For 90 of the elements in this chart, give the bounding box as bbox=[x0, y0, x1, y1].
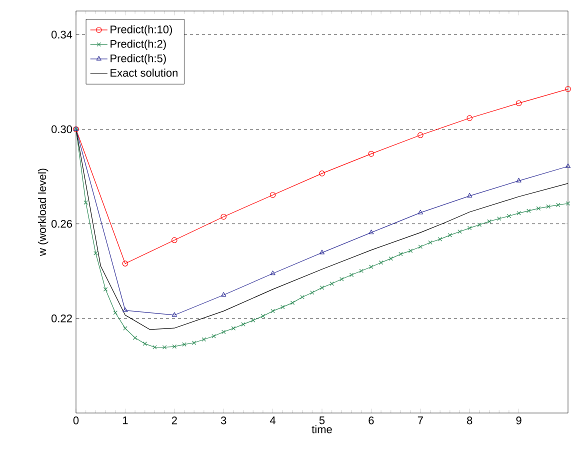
point bbox=[438, 237, 442, 242]
point bbox=[467, 193, 472, 198]
point bbox=[506, 214, 512, 218]
point bbox=[142, 342, 148, 346]
point bbox=[359, 268, 364, 274]
x-tick-label: 4 bbox=[270, 416, 276, 424]
point bbox=[458, 229, 462, 234]
point bbox=[566, 201, 570, 206]
point bbox=[152, 345, 157, 350]
point bbox=[398, 252, 403, 256]
x-tick-label: 8 bbox=[467, 416, 472, 424]
y-tick-label: 0.22 bbox=[51, 314, 72, 322]
point bbox=[368, 230, 374, 234]
x-tick-label: 7 bbox=[418, 416, 423, 424]
legend-label: Exact solution bbox=[110, 68, 178, 77]
x-tick-label: 6 bbox=[368, 416, 374, 424]
point bbox=[132, 336, 138, 340]
point bbox=[369, 264, 374, 269]
point bbox=[418, 132, 424, 138]
point bbox=[466, 115, 473, 122]
point bbox=[260, 314, 266, 318]
point bbox=[241, 322, 246, 326]
point bbox=[300, 294, 304, 300]
point bbox=[122, 307, 128, 312]
point bbox=[122, 260, 128, 266]
point bbox=[172, 312, 177, 317]
point bbox=[123, 326, 128, 330]
point bbox=[103, 287, 108, 292]
point bbox=[340, 277, 344, 282]
point bbox=[516, 178, 522, 182]
point bbox=[182, 342, 186, 347]
point bbox=[221, 330, 226, 334]
point bbox=[448, 233, 452, 238]
point bbox=[368, 150, 374, 157]
point bbox=[172, 344, 177, 349]
point bbox=[250, 318, 256, 322]
point bbox=[280, 304, 285, 310]
point bbox=[320, 286, 324, 290]
point bbox=[496, 216, 502, 221]
point bbox=[349, 272, 354, 278]
point bbox=[220, 214, 226, 220]
point bbox=[84, 200, 88, 205]
point bbox=[221, 292, 226, 297]
point bbox=[319, 170, 325, 176]
point bbox=[565, 163, 571, 168]
legend-label: Predict(h:2) bbox=[110, 40, 166, 50]
point bbox=[202, 337, 206, 342]
x-tick-label: 3 bbox=[220, 416, 226, 424]
point bbox=[536, 206, 541, 211]
point bbox=[94, 251, 98, 256]
point bbox=[290, 300, 295, 305]
y-tick-label: 0.34 bbox=[51, 30, 72, 39]
point bbox=[408, 248, 413, 253]
point bbox=[310, 290, 314, 295]
point bbox=[378, 260, 384, 265]
point bbox=[487, 219, 492, 224]
point bbox=[172, 237, 178, 244]
y-tick-label: 0.30 bbox=[51, 125, 72, 134]
point bbox=[319, 250, 325, 254]
point bbox=[192, 340, 196, 345]
point bbox=[270, 308, 275, 314]
point bbox=[428, 240, 432, 245]
point bbox=[546, 204, 550, 209]
point bbox=[388, 256, 394, 261]
point bbox=[516, 211, 521, 216]
point bbox=[270, 270, 276, 276]
point bbox=[516, 100, 522, 106]
x-tick-label: 2 bbox=[172, 416, 177, 424]
legend-label: Predict(h:5) bbox=[110, 54, 166, 64]
x-axis-title: time bbox=[312, 425, 332, 434]
point bbox=[477, 222, 482, 227]
point bbox=[162, 345, 167, 350]
point bbox=[330, 282, 334, 286]
point bbox=[231, 326, 236, 330]
x-tick-label: 5 bbox=[319, 416, 325, 424]
point bbox=[212, 334, 216, 338]
point bbox=[556, 202, 560, 208]
point bbox=[526, 208, 531, 213]
y-axis-title: w (workload level) bbox=[38, 168, 48, 256]
point bbox=[418, 210, 423, 214]
x-tick-label: 1 bbox=[122, 416, 128, 424]
x-tick-label: 9 bbox=[516, 416, 522, 424]
point bbox=[418, 244, 423, 249]
y-tick-label: 0.26 bbox=[51, 220, 72, 228]
point bbox=[467, 226, 472, 230]
point bbox=[270, 192, 276, 198]
point bbox=[565, 86, 571, 92]
x-tick-label: 0 bbox=[73, 416, 79, 424]
point bbox=[113, 310, 118, 315]
legend-label: Predict(h:10) bbox=[110, 25, 172, 36]
